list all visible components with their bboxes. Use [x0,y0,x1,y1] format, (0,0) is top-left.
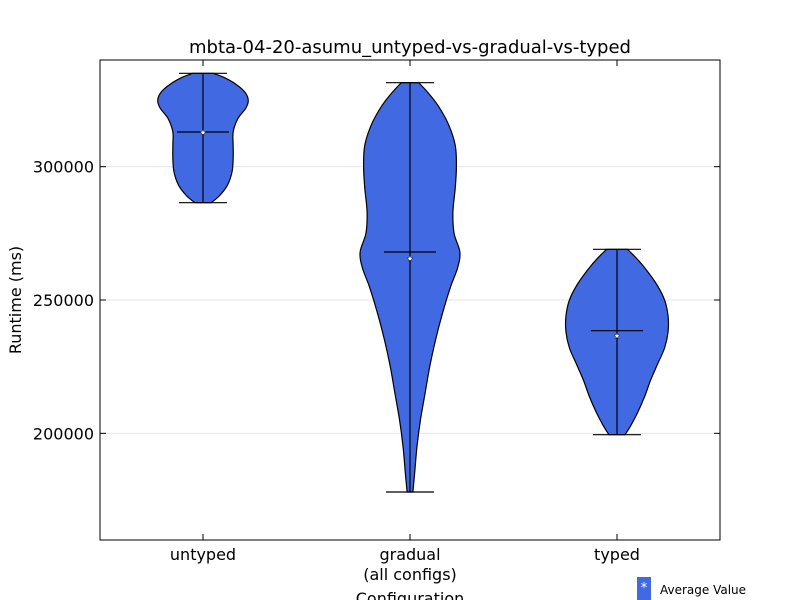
x-axis-label: Configuration [356,589,465,600]
violin-mean-marker [613,332,621,340]
y-tick-label: 250000 [33,291,94,310]
x-tick-label: untyped [170,545,236,564]
violin-untyped [157,72,249,204]
violin-typed [564,248,670,436]
x-tick-label: typed [594,545,640,564]
y-axis-label: Runtime (ms) [6,246,25,354]
violin-mean-marker [199,128,207,136]
violin-gradual [359,82,461,493]
x-tick-label: gradual [379,545,440,564]
chart-title: mbta-04-20-asumu_untyped-vs-gradual-vs-t… [189,37,631,58]
x-tick-sublabel: (all configs) [363,565,457,584]
violin-mean-marker [406,254,414,262]
legend: * Average Value [637,577,746,600]
legend-marker: * [641,581,648,596]
legend-swatch [637,577,651,600]
y-tick-label: 300000 [33,158,94,177]
axis-ticks: 200000 250000 300000 untyped gradual(all con… [33,60,720,584]
y-tick-label: 200000 [33,424,94,443]
violins [157,72,670,493]
legend-label: Average Value [660,583,746,597]
